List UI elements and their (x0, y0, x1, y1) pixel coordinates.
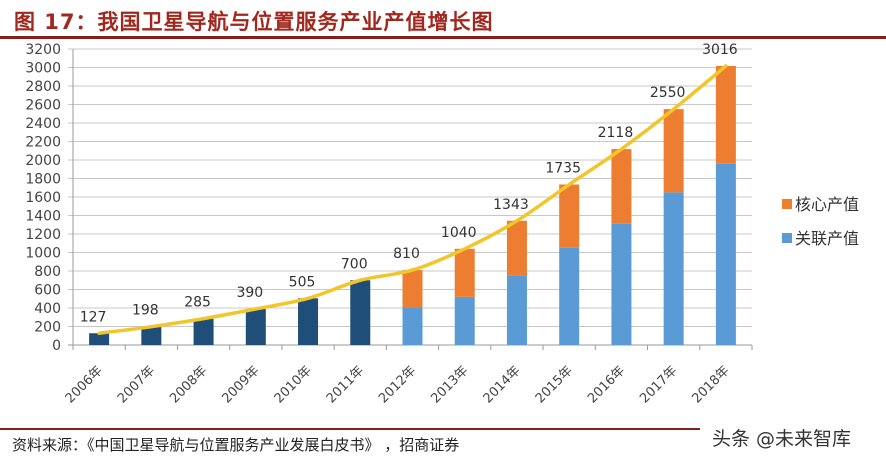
bar-total (193, 318, 214, 345)
y-tick-label: 1000 (25, 246, 61, 262)
bar-related-value (402, 308, 423, 345)
watermark: 头条 @未来智库 (712, 428, 852, 450)
y-tick-label: 3200 (25, 42, 61, 58)
data-label: 810 (393, 246, 420, 262)
bar-related-value (715, 163, 736, 345)
y-tick-label: 2800 (25, 79, 61, 95)
y-tick-label: 1800 (25, 172, 61, 188)
x-tick-label: 2007年 (115, 363, 158, 406)
source-note: 资料来源：《中国卫星导航与位置服务产业发展白皮书》 ，招商证券 (12, 436, 460, 454)
legend-core-swatch (782, 199, 792, 209)
bar-related-value (611, 223, 632, 345)
stacked-bar-chart: 0 200 400 600 800 1000 1200 1400 1600 1800 2000 220… (25, 42, 859, 406)
bar-related-value (454, 296, 475, 345)
y-tick-label: 0 (52, 338, 61, 354)
bar-core-value (663, 109, 684, 193)
x-tick-label: 2006年 (63, 363, 106, 406)
bar-related-value (506, 275, 527, 345)
bar-total (298, 298, 319, 345)
data-label: 285 (184, 295, 211, 311)
y-tick-label: 3000 (25, 61, 61, 77)
bar-core-value (506, 220, 527, 276)
bar-total (89, 333, 110, 345)
x-tick-label: 2015年 (533, 363, 576, 406)
bar-total (350, 280, 371, 345)
bar-total (245, 308, 266, 345)
data-label: 198 (132, 303, 159, 319)
y-tick-label: 1200 (25, 227, 61, 243)
x-tick-label: 2012年 (376, 363, 419, 406)
bar-core-value (402, 270, 423, 308)
x-tick-label: 2016年 (585, 363, 628, 406)
bar-core-value (454, 248, 475, 297)
y-tick-label: 2400 (25, 116, 61, 132)
data-label: 127 (80, 309, 107, 325)
trend-line (97, 64, 728, 336)
data-label: 505 (289, 274, 316, 290)
bar-core-value (559, 184, 580, 248)
y-tick-label: 200 (34, 320, 61, 336)
legend-related-label: 关联产值 (795, 229, 859, 248)
title-divider (0, 36, 886, 39)
y-tick-label: 1600 (25, 190, 61, 206)
bar-core-value (611, 149, 632, 224)
y-tick-label: 400 (34, 301, 61, 317)
data-label: 390 (236, 285, 263, 301)
footer-divider (0, 428, 700, 430)
data-label: 1343 (493, 197, 529, 213)
x-tick-label: 2017年 (637, 363, 680, 406)
data-label: 3016 (702, 42, 738, 58)
bar-total (141, 326, 162, 345)
data-label: 1735 (545, 161, 581, 177)
data-label: 2118 (598, 125, 634, 141)
y-tick-label: 2000 (25, 153, 61, 169)
bar-core-value (715, 66, 736, 164)
x-tick-label: 2014年 (481, 363, 524, 406)
data-label: 700 (341, 256, 368, 272)
y-tick-label: 600 (34, 283, 61, 299)
y-tick-label: 2200 (25, 135, 61, 151)
data-label: 1040 (441, 225, 477, 241)
x-tick-label: 2013年 (428, 363, 471, 406)
x-tick-label: 2011年 (324, 363, 367, 406)
y-tick-label: 1400 (25, 209, 61, 225)
x-tick-label: 2018年 (690, 363, 733, 406)
chart-title: 图 17：我国卫星导航与位置服务产业产值增长图 (14, 10, 494, 34)
bar-related-value (559, 247, 580, 345)
x-tick-label: 2010年 (272, 363, 315, 406)
y-tick-label: 2600 (25, 98, 61, 114)
bar-related-value (663, 192, 684, 345)
data-label: 2550 (650, 85, 686, 101)
legend-related-swatch (782, 233, 792, 243)
y-tick-label: 800 (34, 264, 61, 280)
legend-core-label: 核心产值 (795, 195, 859, 214)
x-tick-label: 2009年 (219, 363, 262, 406)
x-tick-label: 2008年 (167, 363, 210, 406)
